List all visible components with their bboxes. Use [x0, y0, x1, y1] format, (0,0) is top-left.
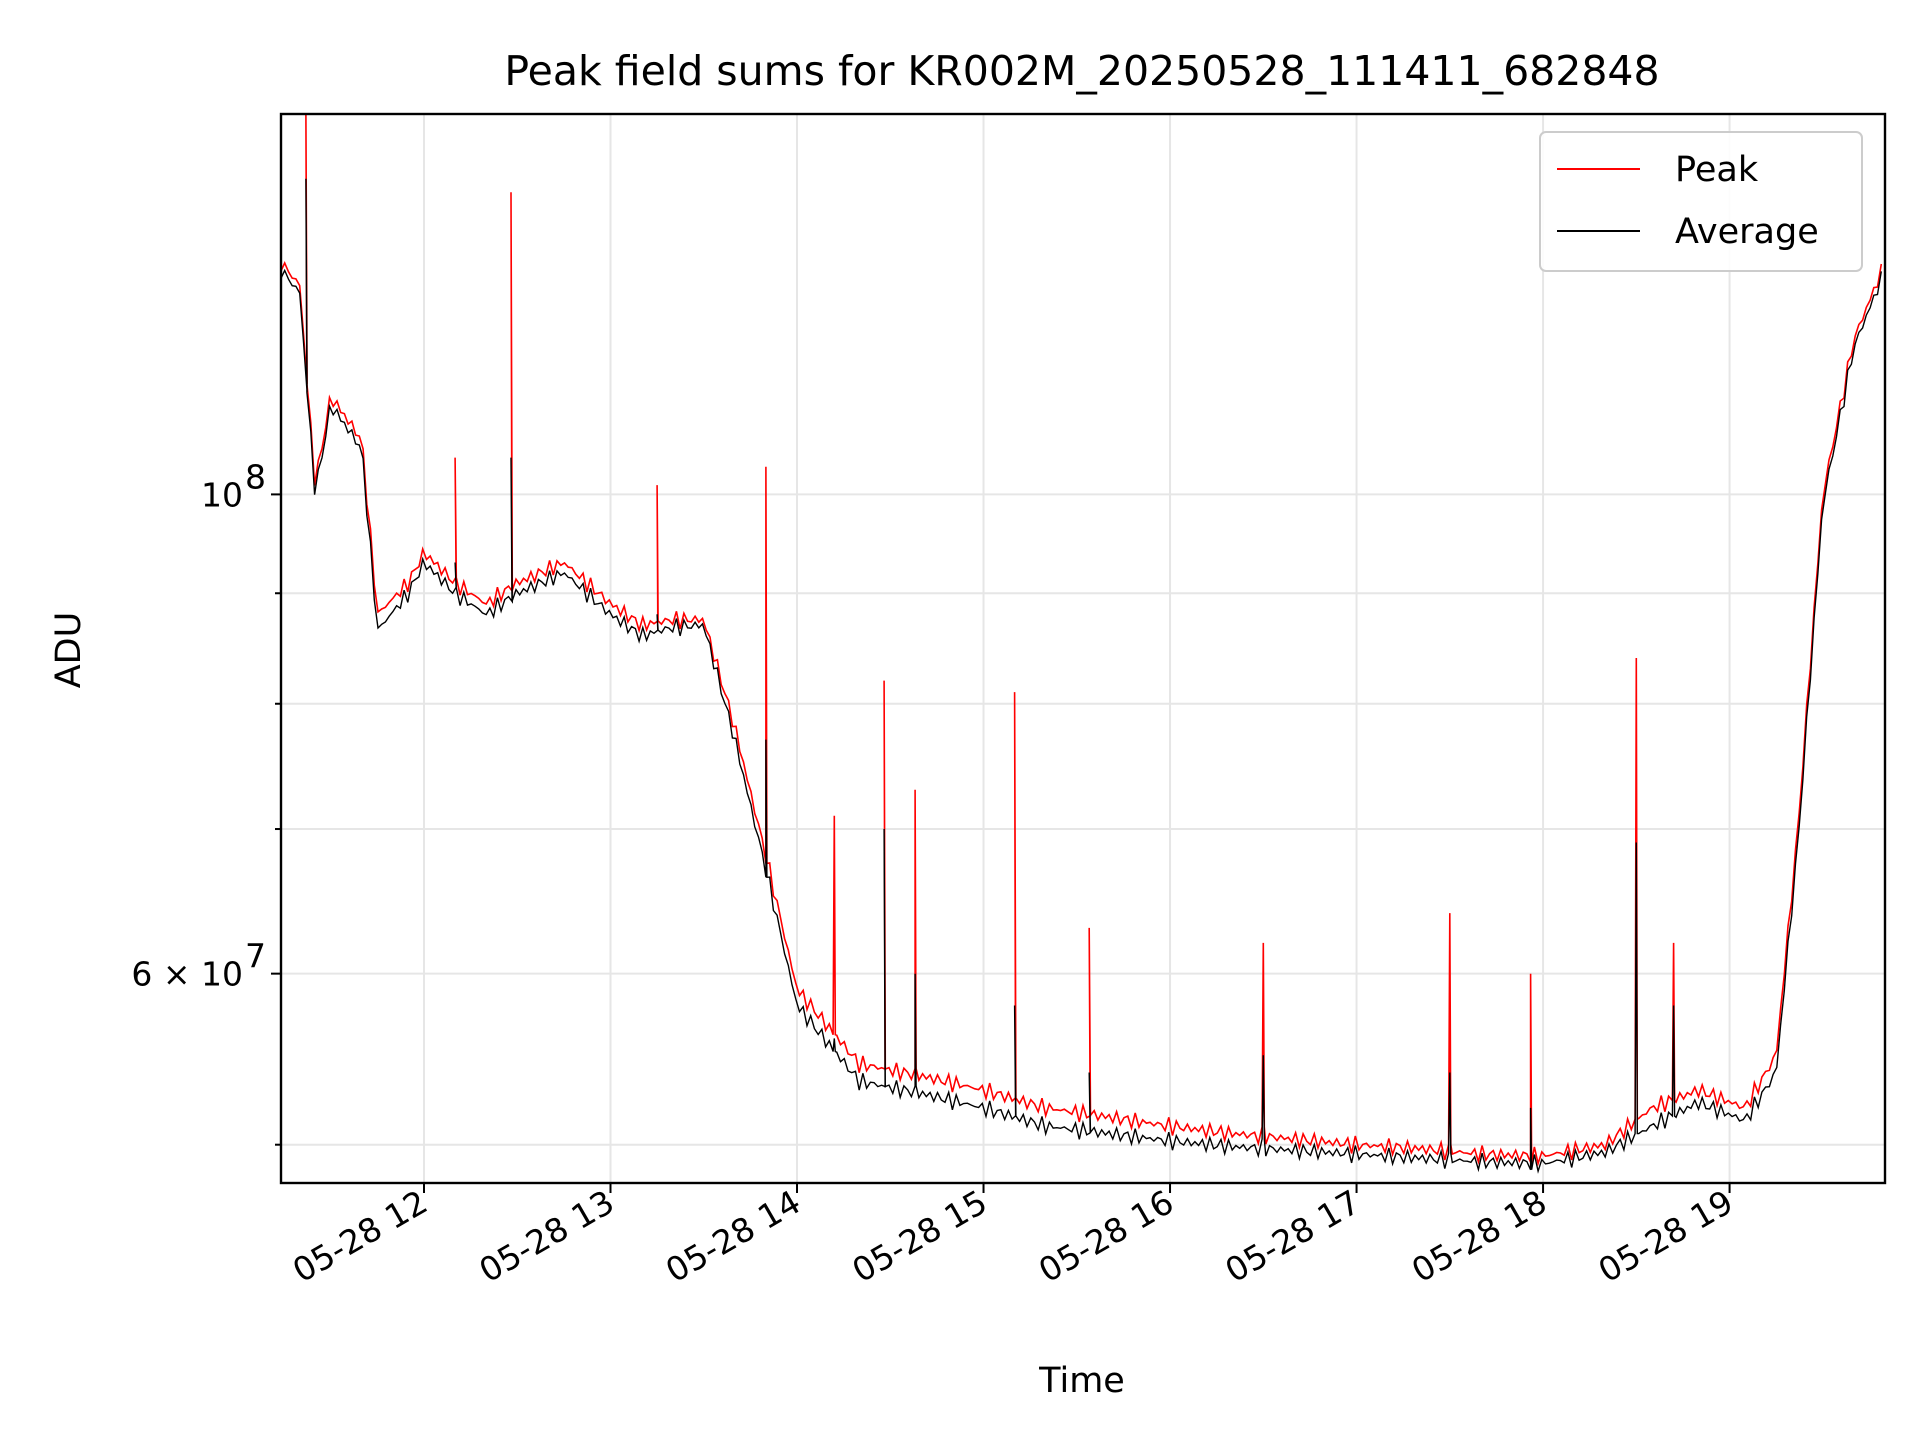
y-tick-label-1e8-exponent: 8 [245, 457, 266, 496]
grid [281, 114, 1885, 1183]
legend-peak-label: Peak [1675, 150, 1759, 190]
series-average-line [281, 178, 1882, 1174]
y-tick-label-6e7-exponent: 7 [245, 937, 266, 976]
plot-frame [279, 112, 1887, 1185]
y-axis-label: ADU [49, 612, 89, 689]
series-peak-line [281, 114, 1883, 1167]
y-tick-label-6e7: 6 × 10 [131, 955, 243, 994]
legend: Peak Average [1539, 131, 1863, 272]
legend-box [1539, 131, 1863, 272]
series-layer [281, 114, 1883, 1174]
y-axis-ticks: 10 8 6 × 10 7 [131, 457, 281, 1146]
y-tick-label-1e8: 10 [201, 475, 243, 514]
chart-title: Peak field sums for KR002M_20250528_1114… [504, 47, 1659, 95]
legend-average-label: Average [1675, 212, 1819, 252]
x-axis-label: Time [1038, 1361, 1125, 1401]
